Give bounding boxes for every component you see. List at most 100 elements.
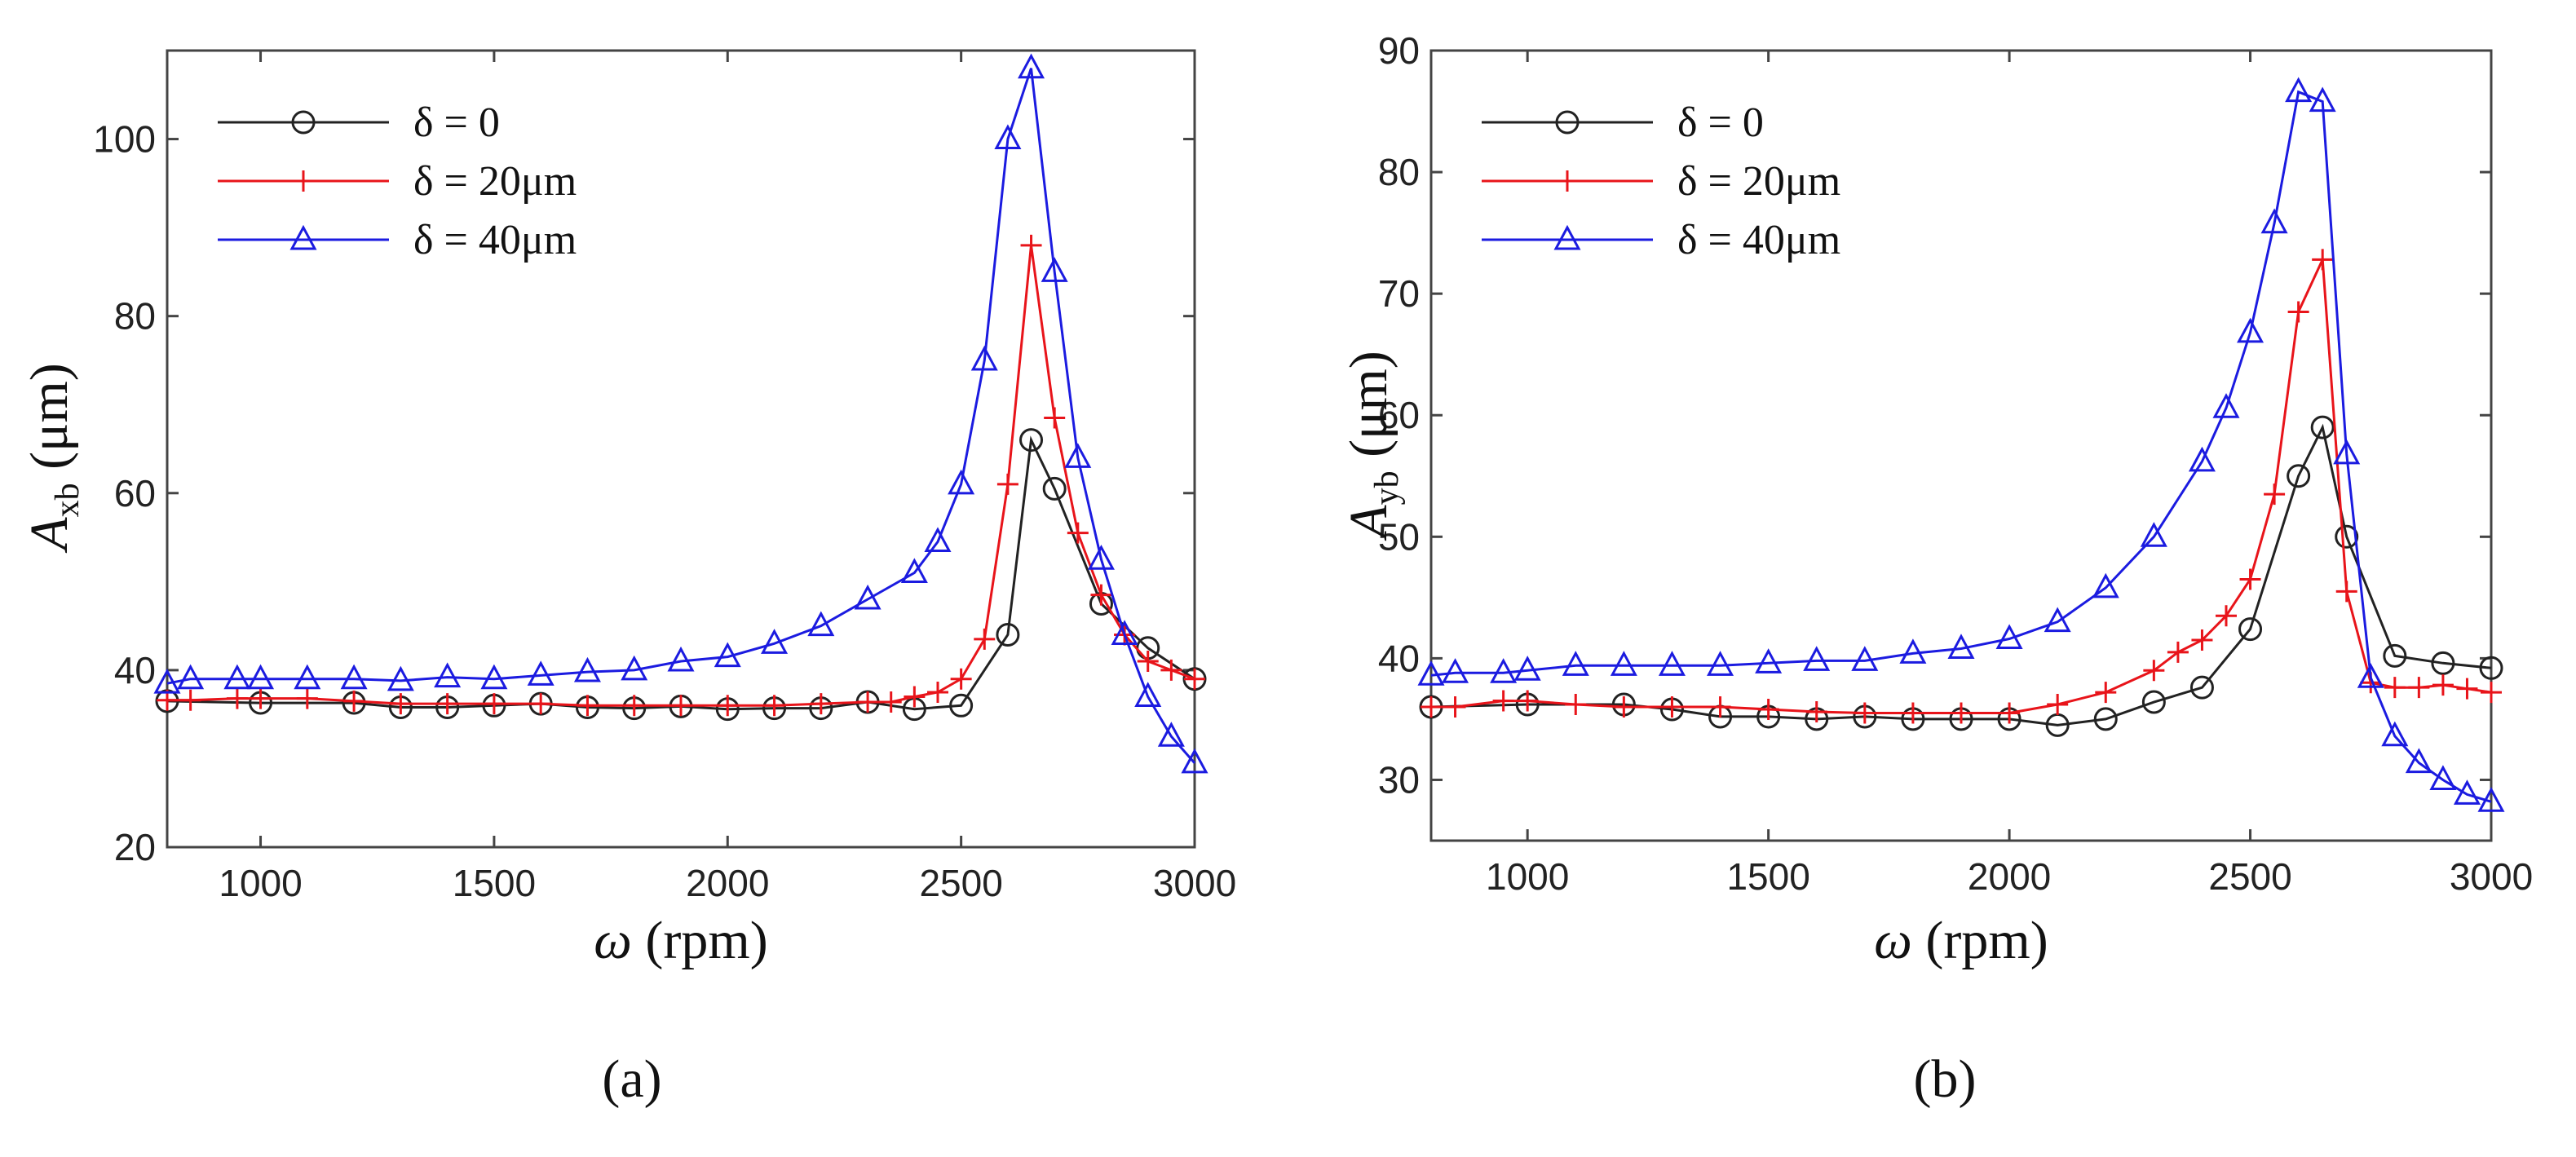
data-point bbox=[2309, 86, 2336, 113]
data-point bbox=[1517, 690, 1539, 712]
data-point bbox=[1490, 658, 1518, 683]
data-point bbox=[527, 660, 555, 686]
x-axis-label-unit: (rpm) bbox=[1912, 911, 2048, 970]
data-point bbox=[1137, 651, 1159, 673]
data-point bbox=[1044, 407, 1066, 429]
data-point bbox=[2260, 208, 2288, 234]
y-axis-label-sub: xb bbox=[49, 483, 86, 517]
data-point bbox=[1902, 702, 1924, 724]
data-point bbox=[390, 693, 412, 715]
data-point bbox=[1042, 476, 1067, 501]
legend-label: δ = 40μm bbox=[413, 217, 577, 263]
data-point bbox=[1064, 443, 1092, 468]
data-point bbox=[1111, 620, 1138, 645]
data-point bbox=[250, 687, 272, 709]
series-2 bbox=[153, 53, 1208, 774]
data-point bbox=[807, 611, 835, 637]
legend-label: δ = 20μm bbox=[413, 158, 577, 205]
series-line bbox=[1431, 258, 2492, 714]
x-axis-label: ω (rpm) bbox=[1874, 911, 2048, 970]
data-point bbox=[857, 691, 879, 713]
data-point bbox=[2335, 524, 2359, 549]
panel-label: (b) bbox=[1914, 1049, 1977, 1109]
data-point bbox=[436, 693, 458, 715]
data-point bbox=[1020, 234, 1042, 256]
series-line bbox=[166, 435, 1195, 711]
data-point bbox=[483, 693, 505, 715]
data-point bbox=[340, 664, 368, 690]
data-point bbox=[343, 690, 365, 712]
data-point bbox=[2047, 694, 2069, 716]
data-point bbox=[1444, 696, 1466, 718]
data-point bbox=[153, 669, 181, 694]
data-point bbox=[1805, 700, 1827, 722]
legend: δ = 0 δ = 20μm δ = 40μm bbox=[218, 99, 577, 263]
tick-layer: 1000 1500 2000 2500 3000 20 40 60 80 100 bbox=[93, 51, 1236, 904]
y-tick-label: 40 bbox=[114, 649, 156, 691]
data-point bbox=[2239, 568, 2261, 590]
data-point bbox=[2335, 581, 2357, 603]
x-tick-label: 2000 bbox=[686, 862, 769, 904]
data-point bbox=[177, 664, 205, 690]
data-point bbox=[2191, 629, 2213, 651]
data-point bbox=[434, 662, 462, 688]
y-tick-label: 60 bbox=[114, 472, 156, 514]
y-tick-label: 80 bbox=[114, 295, 156, 338]
data-point bbox=[950, 668, 972, 690]
y-axis-label-symbol: A bbox=[1339, 505, 1398, 541]
data-point bbox=[761, 629, 789, 654]
data-point bbox=[1995, 624, 2023, 650]
y-tick-label: 90 bbox=[1378, 29, 1420, 72]
x-tick-label: 2500 bbox=[2208, 855, 2291, 898]
y-axis-label-sub: yb bbox=[1368, 470, 1406, 505]
x-tick-label: 2000 bbox=[1968, 855, 2051, 898]
data-point bbox=[880, 691, 902, 713]
data-point bbox=[924, 527, 952, 552]
x-tick-label: 2500 bbox=[919, 862, 1002, 904]
legend-marker bbox=[1553, 224, 1581, 250]
data-point bbox=[1707, 651, 1734, 676]
data-point bbox=[2044, 607, 2071, 633]
data-point bbox=[854, 584, 881, 610]
data-point bbox=[927, 682, 948, 704]
y-axis-label-symbol: A bbox=[20, 517, 79, 554]
data-point bbox=[2357, 663, 2384, 688]
data-point bbox=[2189, 675, 2214, 700]
data-point bbox=[763, 695, 785, 717]
data-point bbox=[2456, 678, 2478, 700]
data-point bbox=[1067, 522, 1089, 544]
data-point bbox=[387, 665, 414, 691]
data-point bbox=[2167, 641, 2189, 663]
data-point bbox=[1854, 702, 1876, 724]
plot-frame bbox=[166, 49, 1196, 849]
legend-label: δ = 20μm bbox=[1677, 158, 1840, 205]
data-point bbox=[1899, 638, 1927, 664]
data-point bbox=[1087, 545, 1115, 570]
data-point bbox=[1757, 698, 1779, 720]
data-point bbox=[1947, 634, 1975, 659]
data-point bbox=[1492, 690, 1514, 712]
data-point bbox=[1613, 696, 1635, 718]
plot-frame bbox=[1429, 49, 2493, 842]
x-axis-label-symbol: ω bbox=[594, 911, 632, 970]
chart-panel-b: 1000 1500 2000 2500 3000 30 40 50 60 70 80 90 δ = 0… bbox=[1339, 29, 2533, 1109]
x-tick-label: 3000 bbox=[1153, 862, 1236, 904]
data-point bbox=[480, 664, 508, 690]
data-point bbox=[994, 124, 1022, 150]
legend-label: δ = 0 bbox=[413, 99, 500, 146]
x-tick-label: 1500 bbox=[1726, 855, 1809, 898]
data-point bbox=[2432, 674, 2454, 696]
data-point bbox=[179, 689, 201, 711]
data-point bbox=[296, 687, 318, 709]
legend-marker bbox=[289, 224, 317, 250]
y-axis-label: Ayb (μm) bbox=[1339, 351, 1406, 541]
data-point bbox=[1803, 646, 1831, 671]
data-point bbox=[2093, 707, 2118, 731]
data-point bbox=[1160, 659, 1182, 681]
data-point bbox=[2405, 748, 2432, 774]
data-point bbox=[1442, 658, 1469, 683]
legend: δ = 0 δ = 20μm δ = 40μm bbox=[1482, 99, 1840, 263]
data-point bbox=[1018, 53, 1045, 79]
data-point bbox=[2140, 522, 2167, 547]
